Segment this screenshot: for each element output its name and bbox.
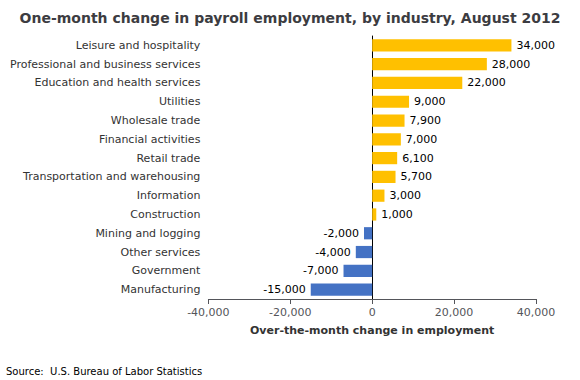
svg-text:9,000: 9,000 <box>414 95 446 108</box>
svg-text:6,100: 6,100 <box>402 152 434 165</box>
svg-text:Wholesale trade: Wholesale trade <box>111 114 201 127</box>
svg-text:Construction: Construction <box>130 208 200 221</box>
svg-text:1,000: 1,000 <box>381 208 413 221</box>
svg-text:-40,000: -40,000 <box>187 306 229 319</box>
svg-text:-20,000: -20,000 <box>269 306 311 319</box>
svg-text:Source: U.S. Bureau of Labor: Source: U.S. Bureau of Labor Statistics <box>6 366 202 377</box>
svg-text:One-month change in payroll em: One-month change in payroll employment, … <box>20 10 561 26</box>
svg-text:Professional and business serv: Professional and business services <box>10 58 201 71</box>
svg-text:-4,000: -4,000 <box>315 246 350 259</box>
svg-text:-15,000: -15,000 <box>263 283 305 296</box>
svg-text:Information: Information <box>137 189 201 202</box>
svg-text:Over-the-month change in emplo: Over-the-month change in employment <box>250 324 494 337</box>
svg-text:22,000: 22,000 <box>467 76 506 89</box>
svg-text:Retail trade: Retail trade <box>136 152 200 165</box>
svg-text:Education and health services: Education and health services <box>34 76 200 89</box>
svg-text:0: 0 <box>369 306 376 319</box>
svg-text:28,000: 28,000 <box>492 58 531 71</box>
svg-text:3,000: 3,000 <box>389 189 421 202</box>
svg-text:Leisure and hospitality: Leisure and hospitality <box>76 39 201 52</box>
svg-text:-7,000: -7,000 <box>303 264 338 277</box>
svg-text:Transportation and warehousing: Transportation and warehousing <box>22 170 200 183</box>
svg-text:5,700: 5,700 <box>401 170 433 183</box>
svg-text:Manufacturing: Manufacturing <box>121 283 201 296</box>
svg-text:34,000: 34,000 <box>516 39 555 52</box>
svg-text:Other services: Other services <box>120 246 200 259</box>
svg-text:20,000: 20,000 <box>435 306 474 319</box>
svg-text:7,900: 7,900 <box>410 114 442 127</box>
svg-text:Utilities: Utilities <box>159 95 201 108</box>
svg-text:Financial activities: Financial activities <box>99 133 201 146</box>
svg-text:7,000: 7,000 <box>406 133 438 146</box>
svg-text:Government: Government <box>132 264 201 277</box>
svg-text:-2,000: -2,000 <box>324 227 359 240</box>
svg-text:Mining and logging: Mining and logging <box>95 227 200 240</box>
svg-text:40,000: 40,000 <box>517 306 556 319</box>
